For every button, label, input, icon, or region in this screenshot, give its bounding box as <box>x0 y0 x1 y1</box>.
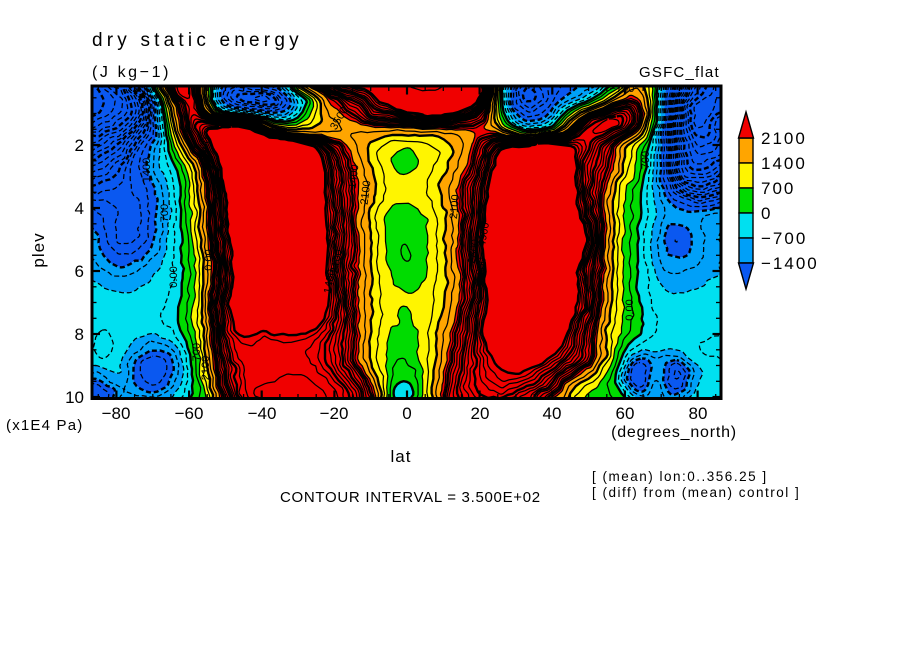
svg-text:−700: −700 <box>761 229 807 248</box>
svg-text:6: 6 <box>75 262 84 281</box>
svg-text:60: 60 <box>616 404 635 423</box>
svg-text:80: 80 <box>689 404 708 423</box>
svg-text:−80: −80 <box>102 404 131 423</box>
svg-text:0.00: 0.00 <box>203 249 215 270</box>
svg-text:(J kg−1): (J kg−1) <box>92 64 171 81</box>
svg-text:2100: 2100 <box>329 248 345 274</box>
svg-text:−1400: −1400 <box>761 254 819 273</box>
svg-text:1400: 1400 <box>761 154 807 173</box>
svg-text:GSFC_flat: GSFC_flat <box>639 64 720 81</box>
svg-text:0.00: 0.00 <box>624 299 636 320</box>
svg-text:0: 0 <box>761 204 772 223</box>
svg-text:1400: 1400 <box>141 158 153 182</box>
svg-text:5600: 5600 <box>473 256 489 282</box>
svg-text:8: 8 <box>75 325 84 344</box>
svg-text:40: 40 <box>543 404 562 423</box>
svg-text:2100: 2100 <box>761 129 807 148</box>
svg-text:0: 0 <box>402 404 411 423</box>
svg-text:2800: 2800 <box>466 238 482 264</box>
svg-text:[ (diff) from (mean) control ]: [ (diff) from (mean) control ] <box>592 485 800 500</box>
svg-text:700: 700 <box>159 204 171 222</box>
svg-text:4: 4 <box>75 199 84 218</box>
svg-text:−700: −700 <box>610 83 635 95</box>
svg-text:1400: 1400 <box>428 118 452 130</box>
svg-text:7000: 7000 <box>527 126 553 141</box>
svg-text:700: 700 <box>191 343 203 361</box>
svg-text:(degrees_north): (degrees_north) <box>611 424 737 441</box>
svg-text:2: 2 <box>75 136 84 155</box>
svg-text:20: 20 <box>471 404 490 423</box>
svg-text:dry static energy: dry static energy <box>92 30 303 51</box>
svg-text:1400: 1400 <box>347 164 362 190</box>
svg-text:CONTOUR INTERVAL = 3.500E+02: CONTOUR INTERVAL = 3.500E+02 <box>280 489 541 506</box>
svg-text:4900: 4900 <box>476 221 492 247</box>
svg-text:700: 700 <box>640 151 652 169</box>
svg-text:[ (mean) lon:0..356.25 ]: [ (mean) lon:0..356.25 ] <box>592 469 768 484</box>
svg-text:2100: 2100 <box>448 194 462 219</box>
svg-text:700: 700 <box>761 179 795 198</box>
svg-text:lat: lat <box>391 447 412 466</box>
svg-text:10: 10 <box>65 388 84 407</box>
svg-text:2100: 2100 <box>359 180 374 206</box>
svg-text:1400: 1400 <box>322 268 338 294</box>
svg-text:−40: −40 <box>248 404 277 423</box>
svg-text:plev: plev <box>29 232 48 267</box>
svg-text:2100: 2100 <box>200 356 212 380</box>
svg-text:−60: −60 <box>175 404 204 423</box>
svg-text:(x1E4 Pa): (x1E4 Pa) <box>6 417 84 434</box>
svg-text:−20: −20 <box>320 404 349 423</box>
svg-text:0.00: 0.00 <box>168 266 180 287</box>
